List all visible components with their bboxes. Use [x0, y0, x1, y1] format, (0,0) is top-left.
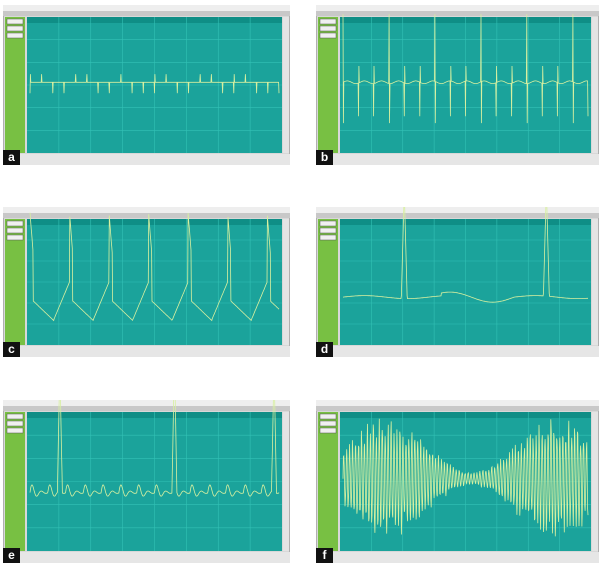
menu-bar	[316, 207, 599, 213]
bottom-bar	[316, 346, 599, 357]
screenshot-panel: f	[315, 399, 600, 564]
side-button	[6, 234, 24, 241]
side-button	[319, 234, 337, 241]
side-button	[6, 413, 24, 420]
side-button	[6, 32, 24, 39]
app-window	[2, 359, 291, 564]
side-button	[319, 227, 337, 234]
app-window	[2, 4, 291, 166]
screenshot-panel: b	[315, 4, 600, 166]
bottom-bar	[3, 154, 290, 165]
bottom-bar	[3, 552, 290, 563]
bottom-bar	[316, 552, 599, 563]
menu-bar	[3, 400, 290, 406]
waveform	[29, 212, 280, 322]
screenshot-panel: d	[315, 188, 600, 358]
side-button	[319, 413, 337, 420]
side-strip	[5, 412, 25, 551]
scrollbar	[592, 219, 598, 345]
waveform	[29, 74, 280, 94]
panel-label: f	[316, 548, 333, 563]
side-button	[319, 220, 337, 227]
panel-label: a	[3, 150, 20, 165]
side-button	[319, 25, 337, 32]
app-window	[315, 188, 600, 358]
side-button	[6, 420, 24, 427]
screenshot-panel: a	[2, 4, 291, 166]
app-window	[2, 206, 291, 358]
menu-bar	[316, 400, 599, 406]
side-button	[6, 18, 24, 25]
waveform	[343, 188, 588, 303]
app-window	[315, 4, 600, 166]
panel-label: d	[316, 342, 333, 357]
screenshot-panel: c	[2, 206, 291, 358]
menu-bar	[3, 207, 290, 213]
waveform	[342, 14, 589, 124]
panel-label: e	[3, 548, 20, 563]
side-button	[319, 420, 337, 427]
panel-label: b	[316, 150, 333, 165]
scrollbar	[592, 17, 598, 153]
menu-bar	[3, 5, 290, 11]
app-window	[315, 399, 600, 564]
side-strip	[318, 219, 338, 345]
tool-bar	[316, 11, 599, 16]
side-strip	[318, 17, 338, 153]
menu-bar	[316, 5, 599, 11]
side-button	[6, 220, 24, 227]
side-button	[6, 227, 24, 234]
tool-bar	[3, 406, 290, 411]
side-button	[319, 18, 337, 25]
bottom-bar	[316, 154, 599, 165]
side-strip	[5, 219, 25, 345]
waveform	[342, 418, 589, 537]
side-button	[319, 32, 337, 39]
tool-bar	[3, 11, 290, 16]
screenshot-panel: e	[2, 359, 291, 564]
side-button	[6, 427, 24, 434]
tool-bar	[3, 213, 290, 218]
tool-bar	[316, 213, 599, 218]
scrollbar	[283, 17, 289, 153]
waveform	[29, 359, 280, 497]
tool-bar	[316, 406, 599, 411]
side-button	[319, 427, 337, 434]
side-button	[6, 25, 24, 32]
scrollbar	[592, 412, 598, 551]
bottom-bar	[3, 346, 290, 357]
scrollbar	[283, 219, 289, 345]
side-strip	[318, 412, 338, 551]
scrollbar	[283, 412, 289, 551]
panel-label: c	[3, 342, 20, 357]
side-strip	[5, 17, 25, 153]
